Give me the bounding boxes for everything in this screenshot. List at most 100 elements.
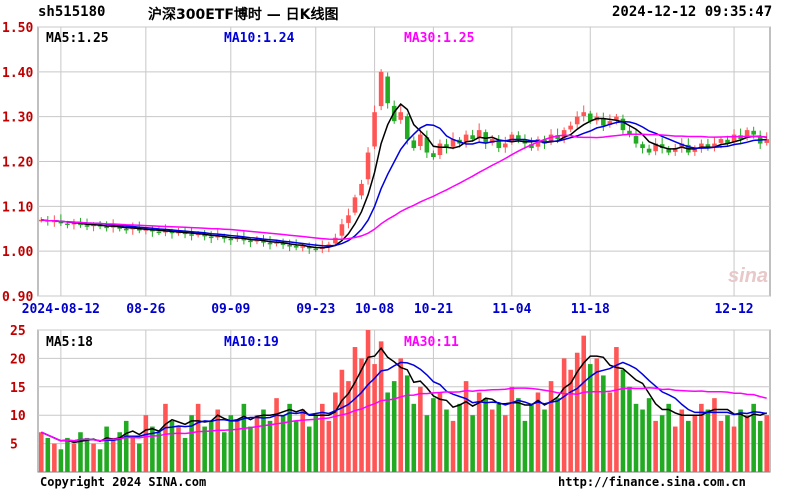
candle-body [267, 242, 273, 245]
volume-bar [287, 403, 292, 472]
candle-body [470, 135, 475, 140]
volume-bars [38, 330, 770, 472]
candle-body [58, 221, 64, 224]
volume-ma30-line [40, 386, 767, 442]
candle-body [476, 130, 482, 138]
volume-bar [352, 347, 358, 472]
volume-bar [84, 437, 90, 472]
candle-body [156, 231, 162, 234]
candle-body [228, 238, 234, 241]
ma-legend-ma10: MA10:19 [224, 335, 279, 350]
volume-bar [581, 335, 587, 472]
volume-tick-label: 10 [10, 409, 26, 424]
candle-body [587, 113, 593, 122]
volume-bar [463, 381, 469, 472]
volume-bar [176, 426, 181, 472]
volume-bar [280, 415, 286, 472]
candle-body [339, 224, 345, 236]
volume-bar [627, 386, 632, 472]
candle-body [529, 144, 534, 149]
volume-bar [555, 398, 560, 472]
volume-bar [339, 369, 345, 472]
volume-bar [91, 443, 96, 472]
ma-legend-ma5: MA5:18 [46, 335, 93, 350]
volume-bar [757, 420, 763, 472]
volume-bar [535, 392, 541, 472]
candle-body [84, 225, 90, 227]
volume-bar [261, 409, 266, 472]
volume-bar [372, 364, 377, 472]
volume-bar [450, 420, 456, 472]
volume-bar [620, 369, 626, 472]
candle-body [672, 148, 678, 152]
volume-bar [457, 403, 462, 472]
candle-body [280, 242, 286, 245]
source-url: http://finance.sina.com.cn [558, 475, 746, 489]
candle-body [359, 183, 364, 196]
volume-bar [58, 449, 64, 472]
candle-body [411, 140, 417, 149]
price-tick-label: 1.00 [2, 245, 33, 260]
volume-bar [306, 426, 312, 472]
volume-bar [483, 398, 488, 472]
volume-bar [764, 415, 770, 472]
candle-body [404, 116, 410, 140]
volume-bar [509, 386, 515, 472]
date-tick-label: 10-08 [355, 302, 394, 317]
candle-body [221, 236, 227, 239]
volume-bar [725, 415, 730, 472]
candle-body [751, 130, 756, 135]
volume-bar [398, 358, 404, 472]
volume-bar [248, 426, 253, 472]
date-tick-label: 2024-08-12 [22, 302, 100, 317]
volume-bar [444, 409, 449, 472]
candle-body [71, 222, 77, 225]
candle-body [65, 223, 70, 226]
candle-body [274, 242, 279, 244]
volume-bar [404, 375, 410, 472]
ma-legend-ma5: MA5:1.25 [46, 31, 109, 46]
volume-bar [359, 358, 364, 472]
volume-bar [78, 432, 83, 472]
volume-bar [228, 415, 234, 472]
volume-bar [738, 409, 743, 472]
candle-body [248, 240, 253, 243]
volume-ma10-line [40, 361, 767, 442]
volume-bar [189, 415, 194, 472]
candle-body [418, 134, 423, 147]
date-tick-label: 11-04 [492, 302, 531, 317]
candle-body [398, 112, 404, 120]
volume-bar [52, 443, 57, 472]
candle-body [640, 144, 645, 149]
volume-bar [254, 415, 260, 472]
candle-body [450, 139, 456, 147]
candle-body [169, 231, 175, 234]
volume-bar [169, 420, 175, 472]
candle-body [117, 226, 122, 229]
candle-body [764, 139, 770, 143]
volume-bar [574, 352, 580, 472]
volume-bar [117, 432, 122, 472]
moving-average-lines [40, 103, 767, 444]
candle-body [718, 139, 724, 143]
candle-body [535, 139, 541, 147]
candle-body [300, 246, 305, 248]
volume-bar [503, 415, 508, 472]
volume-bar [241, 403, 247, 472]
volume-bar [718, 420, 724, 472]
chart-title: 沪深300ETF博时 — 日K线图 [148, 7, 339, 23]
volume-bar [548, 381, 554, 472]
candle-body [620, 118, 626, 131]
ma-legend-ma30: MA30:1.25 [404, 31, 474, 46]
candle-body [679, 143, 685, 148]
candle-body [444, 144, 449, 149]
date-tick-label: 09-09 [211, 302, 250, 317]
volume-bar [208, 420, 214, 472]
volume-bar [163, 403, 168, 472]
ma-legend-ma30: MA30:11 [404, 335, 459, 350]
candle-body [516, 135, 521, 140]
price-tick-label: 1.50 [2, 21, 33, 36]
copyright-text: Copyright 2024 SINA.com [40, 475, 206, 489]
candle-body [431, 153, 436, 158]
candle-body [215, 235, 221, 238]
